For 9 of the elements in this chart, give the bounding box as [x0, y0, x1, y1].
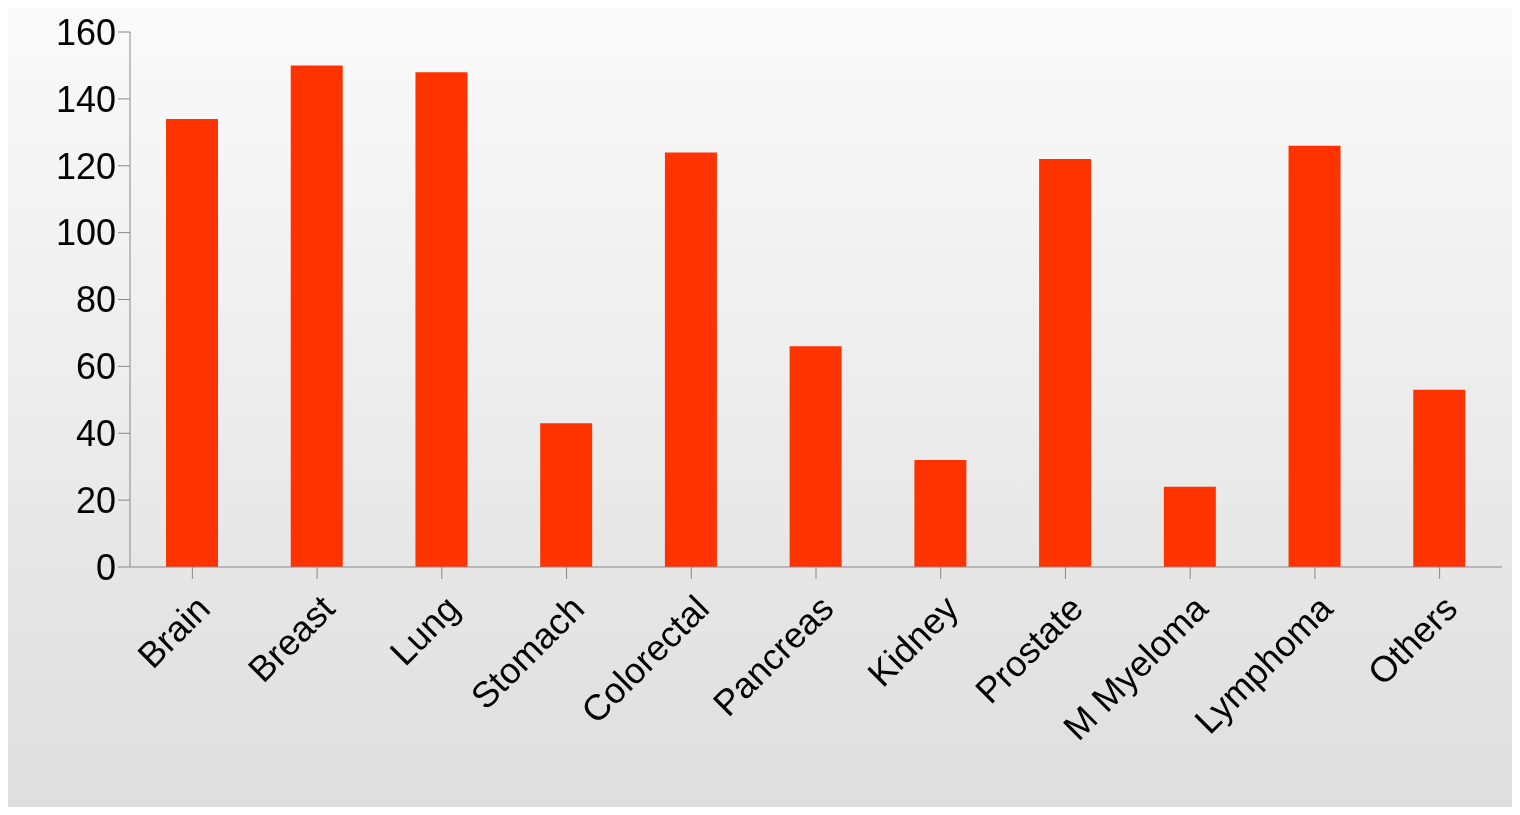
y-tick-label: 120	[55, 145, 116, 187]
y-tick-label: 140	[55, 78, 116, 120]
y-tick-label: 60	[75, 346, 116, 388]
y-tick-label: 80	[75, 279, 116, 321]
y-tick-label: 40	[75, 413, 116, 455]
y-tick-label: 20	[75, 479, 116, 521]
y-tick-label: 160	[55, 11, 116, 53]
y-tick-label: 0	[95, 546, 116, 588]
y-tick-label: 100	[55, 212, 116, 254]
